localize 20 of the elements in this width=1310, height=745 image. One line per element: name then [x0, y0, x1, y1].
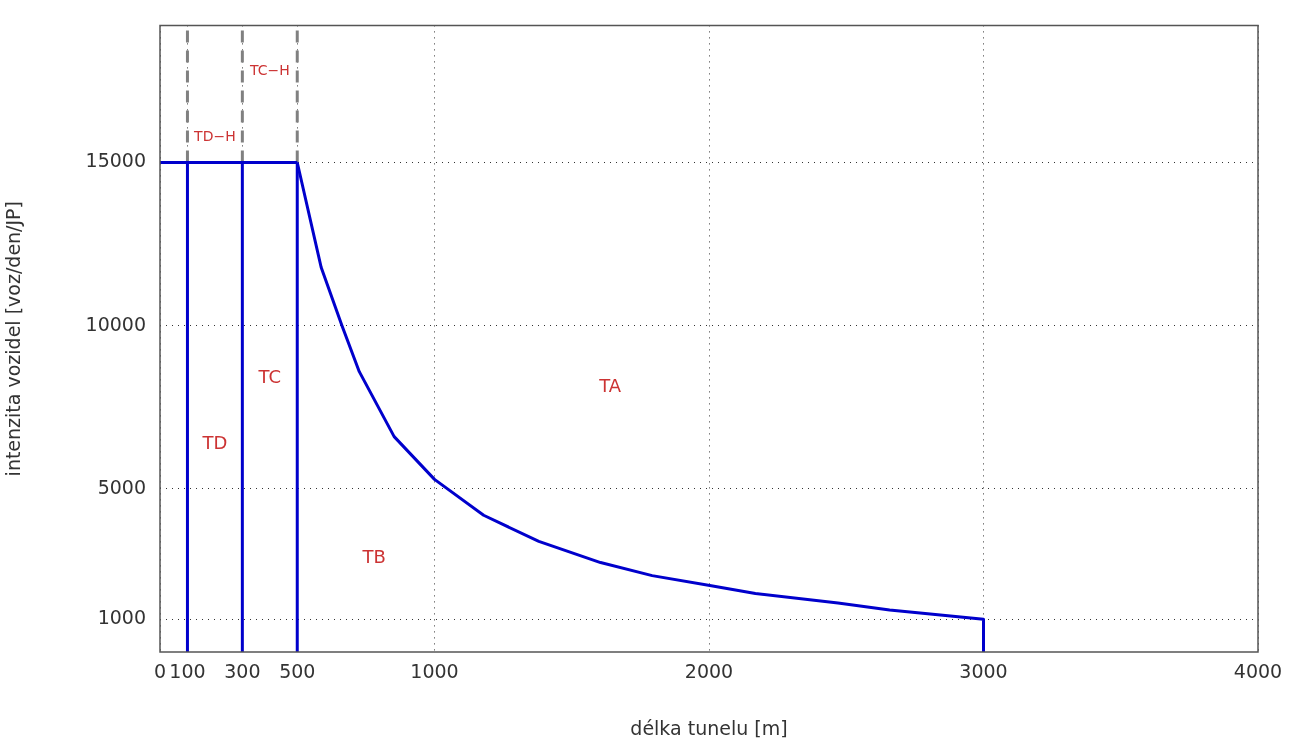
x-axis-title: délka tunelu [m]: [630, 716, 788, 739]
y-tick-label: 15000: [85, 149, 146, 172]
y-axis-title: intenzita vozidel [voz/den/JP]: [2, 201, 25, 477]
x-tick-label: 3000: [959, 660, 1008, 683]
x-tick-label: 2000: [684, 660, 734, 683]
annotation: TB: [361, 546, 386, 568]
annotation: TC: [257, 365, 282, 387]
x-tick-label: 100: [169, 660, 206, 683]
annotation: TD−H: [193, 127, 236, 144]
x-tick-label: 1000: [410, 660, 459, 683]
y-tick-label: 10000: [85, 312, 146, 335]
y-tick-label: 1000: [97, 606, 146, 629]
annotation: TD: [201, 431, 228, 453]
x-tick-label: 0: [153, 660, 167, 683]
y-tick-label: 5000: [97, 475, 146, 498]
x-tick-label: 4000: [1233, 660, 1283, 683]
annotation: TA: [598, 374, 622, 396]
x-tick-label: 300: [224, 660, 261, 683]
annotation: TC−H: [248, 61, 290, 78]
x-tick-label: 500: [279, 660, 316, 683]
